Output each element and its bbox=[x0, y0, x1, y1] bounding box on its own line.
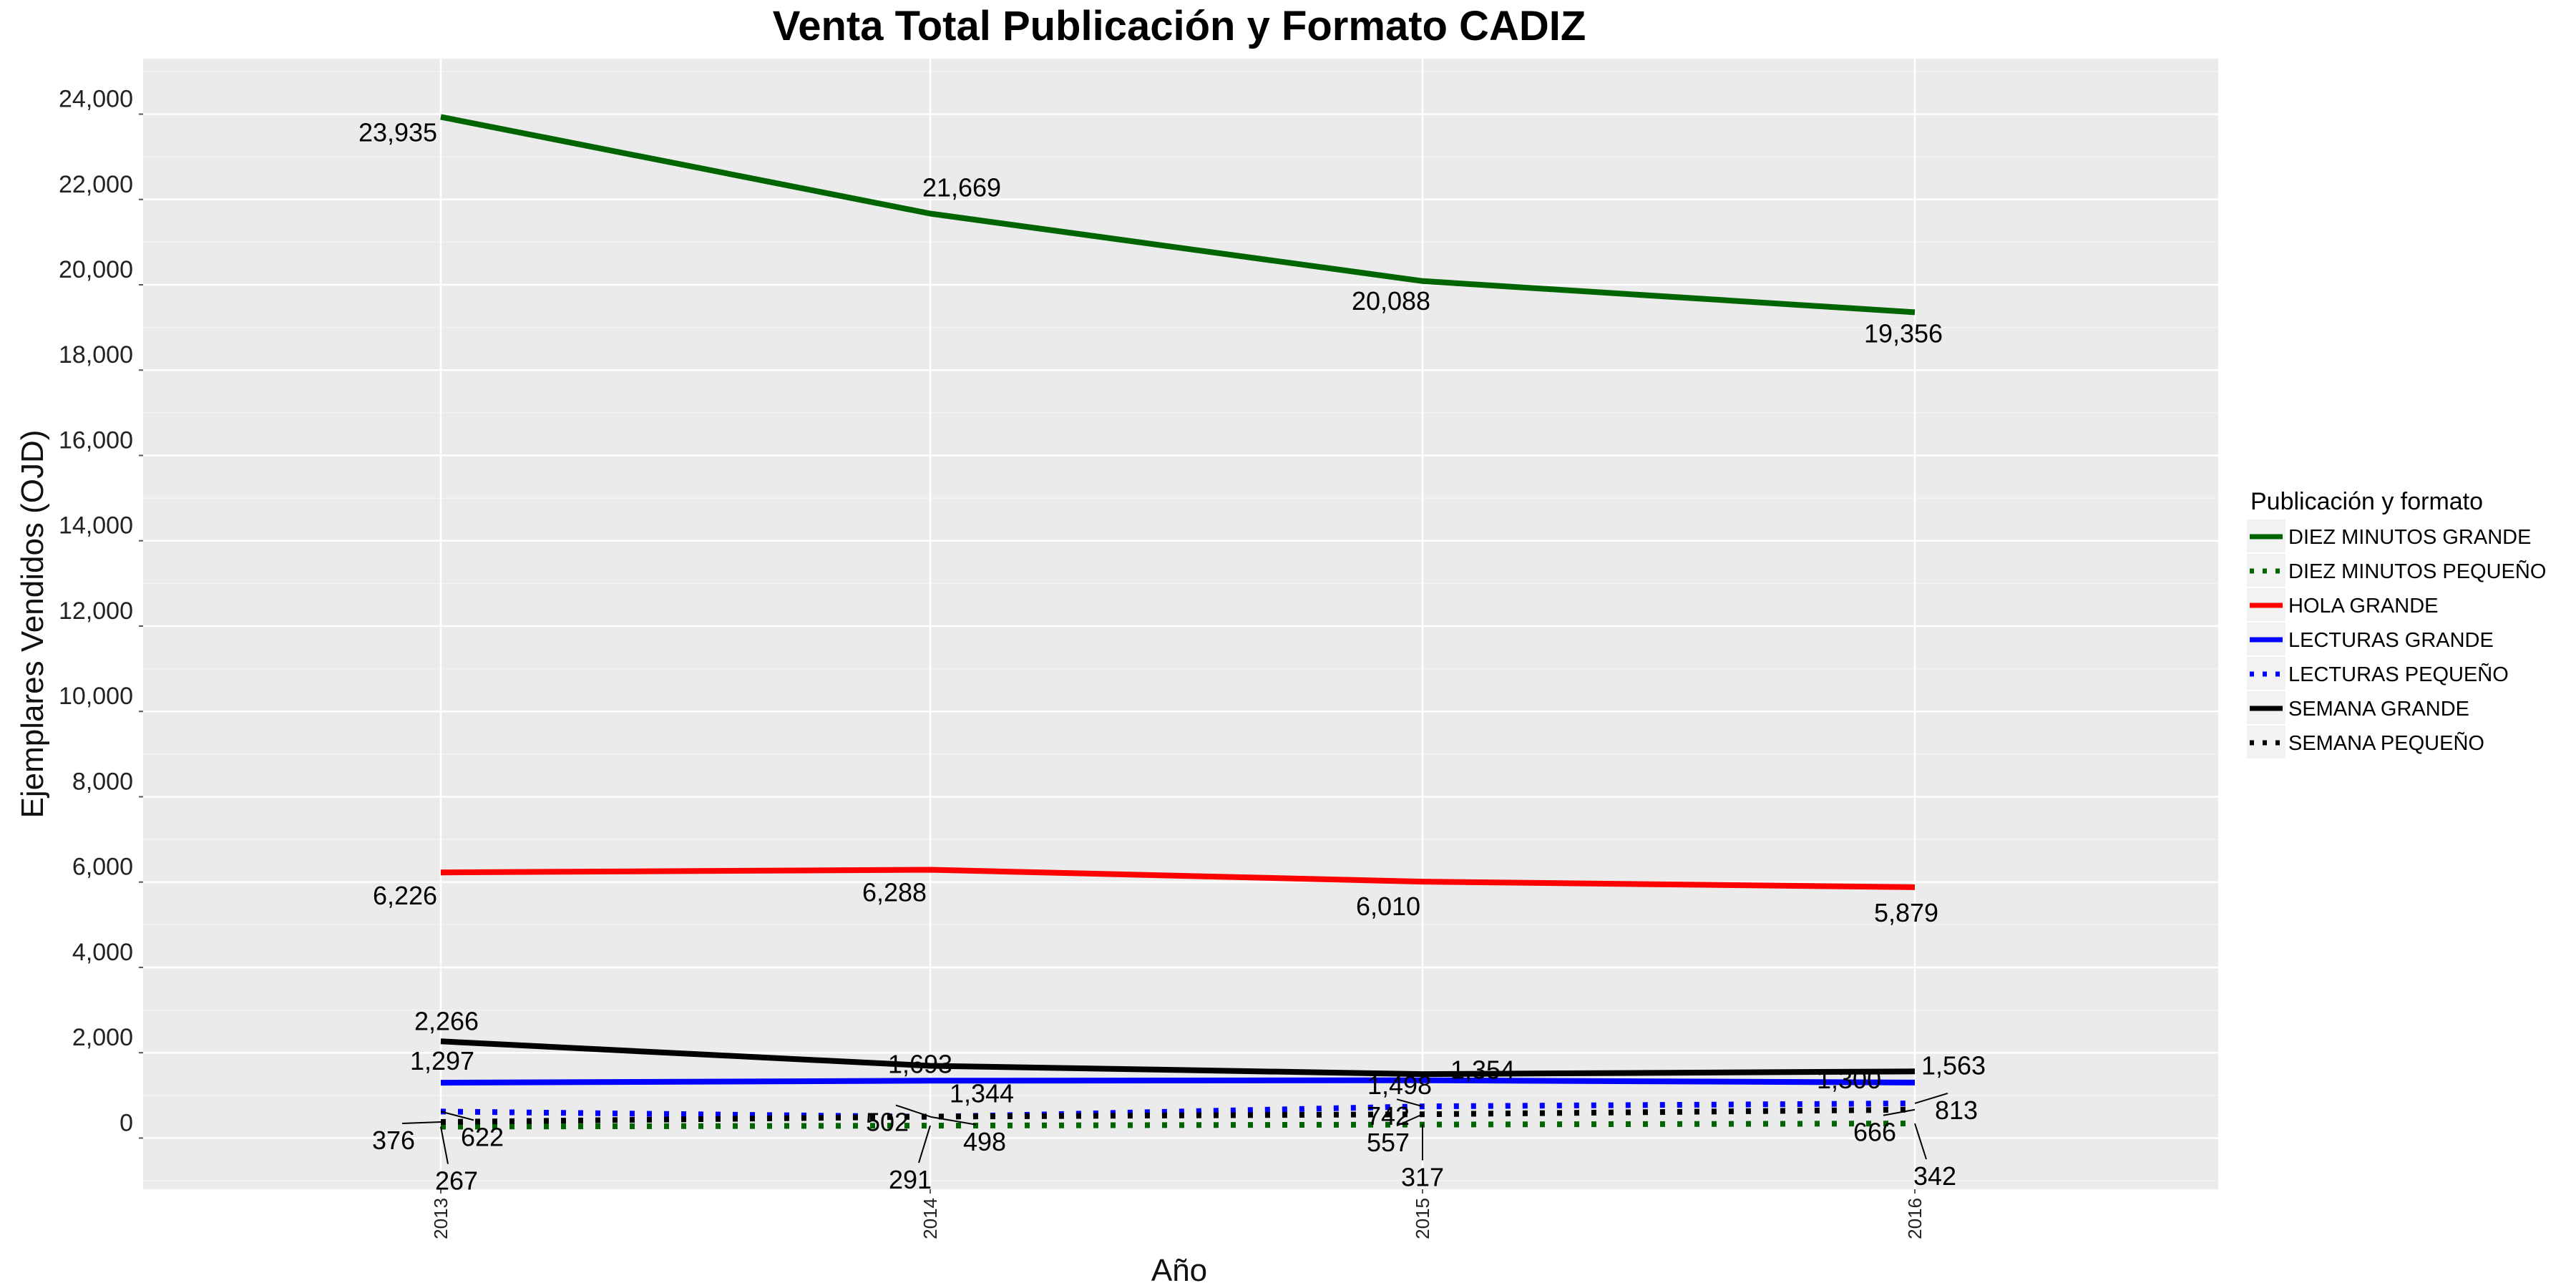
x-tick-label: 2016 bbox=[1904, 1198, 1926, 1239]
data-label: 23,935 bbox=[358, 117, 437, 147]
y-axis-title: Ejemplares Vendidos (OJD) bbox=[15, 430, 50, 819]
label-leaders bbox=[401, 1093, 1948, 1164]
data-label: 1,300 bbox=[1817, 1065, 1881, 1094]
data-label: 376 bbox=[372, 1126, 415, 1155]
x-tick-label: 2015 bbox=[1412, 1198, 1433, 1239]
legend: Publicación y formato DIEZ MINUTOS GRAND… bbox=[2247, 488, 2546, 758]
legend-entry-label: SEMANA GRANDE bbox=[2288, 698, 2469, 721]
y-tick-label: 12,000 bbox=[59, 597, 133, 625]
label-leader-line bbox=[918, 1125, 931, 1163]
axes: 0 2,000 4,000 6,000 8,000 10,000 12,000 14,000 1… bbox=[59, 86, 1926, 1239]
data-label: 557 bbox=[1367, 1128, 1410, 1157]
label-leader-line bbox=[440, 1111, 474, 1121]
data-label: 5,879 bbox=[1874, 898, 1938, 927]
y-tick-label: 8,000 bbox=[72, 768, 133, 795]
legend-entry-label: LECTURAS PEQUEÑO bbox=[2288, 662, 2509, 686]
data-label: 2,266 bbox=[414, 1006, 479, 1035]
y-tick-label: 0 bbox=[119, 1109, 133, 1136]
label-leader-line bbox=[440, 1126, 449, 1164]
data-label: 1,498 bbox=[1367, 1070, 1432, 1100]
data-label: 6,226 bbox=[373, 881, 437, 910]
data-label: 1,344 bbox=[950, 1078, 1014, 1108]
grid-lines bbox=[143, 59, 2218, 1189]
legend-entry-label: DIEZ MINUTOS PEQUEÑO bbox=[2288, 559, 2546, 583]
data-label: 20,088 bbox=[1352, 286, 1430, 316]
y-tick-label: 20,000 bbox=[59, 256, 133, 283]
series-line-diez-minutos-pequeno bbox=[440, 1121, 1916, 1130]
data-label: 1,563 bbox=[1921, 1050, 1986, 1080]
data-label: 267 bbox=[435, 1166, 478, 1196]
data-label: 742 bbox=[1367, 1101, 1410, 1131]
data-label: 291 bbox=[889, 1165, 932, 1194]
series-line-semana-grande bbox=[440, 1038, 1916, 1078]
data-label: 6,288 bbox=[862, 878, 927, 907]
data-label: 317 bbox=[1401, 1163, 1444, 1192]
y-tick-label: 24,000 bbox=[59, 86, 133, 113]
series-line-semana-pequeno bbox=[440, 1106, 1916, 1125]
y-tick-label: 18,000 bbox=[59, 341, 133, 369]
data-label: 1,693 bbox=[888, 1050, 952, 1079]
data-label: 622 bbox=[461, 1122, 504, 1151]
data-label: 6,010 bbox=[1356, 892, 1420, 921]
x-tick-label: 2013 bbox=[430, 1198, 452, 1239]
series-line-diez-minutos-grande bbox=[440, 114, 1916, 316]
x-axis-title: Año bbox=[1151, 1253, 1207, 1288]
series-line-lecturas-grande bbox=[440, 1077, 1916, 1086]
legend-items: DIEZ MINUTOS GRANDE DIEZ MINUTOS PEQUEÑO H… bbox=[2247, 519, 2546, 758]
series-line-lecturas-pequeno bbox=[440, 1101, 1916, 1120]
y-tick-label: 4,000 bbox=[72, 939, 133, 966]
legend-entry-label: SEMANA PEQUEÑO bbox=[2288, 731, 2484, 755]
y-tick-label: 2,000 bbox=[72, 1024, 133, 1051]
data-label: 19,356 bbox=[1864, 318, 1943, 348]
label-leader-line bbox=[401, 1121, 441, 1125]
label-leader-line bbox=[1396, 1098, 1423, 1108]
data-label: 498 bbox=[963, 1127, 1006, 1156]
label-leader-line bbox=[1914, 1123, 1927, 1160]
label-leader-line bbox=[930, 1116, 977, 1126]
data-label: 666 bbox=[1853, 1118, 1896, 1147]
data-label: 502 bbox=[866, 1108, 909, 1137]
y-tick-label: 14,000 bbox=[59, 512, 133, 540]
label-leader-line bbox=[1883, 1108, 1916, 1116]
series-line-hola-grande bbox=[440, 867, 1916, 890]
data-label: 342 bbox=[1913, 1161, 1956, 1191]
data-label: 813 bbox=[1935, 1096, 1978, 1125]
legend-entry-label: HOLA GRANDE bbox=[2288, 595, 2439, 618]
x-tick-label: 2014 bbox=[919, 1198, 941, 1239]
legend-entry-label: LECTURAS GRANDE bbox=[2288, 629, 2494, 652]
legend-entry-label: DIEZ MINUTOS GRANDE bbox=[2288, 526, 2531, 549]
label-leader-line bbox=[1396, 1113, 1423, 1127]
data-label: 1,297 bbox=[410, 1046, 474, 1075]
label-leader-line bbox=[895, 1104, 931, 1118]
legend-title: Publicación y formato bbox=[2250, 488, 2483, 515]
data-labels: 23,935 21,669 20,088 19,356 267 291 317 342 6,22… bbox=[358, 117, 1986, 1195]
data-label: 1,354 bbox=[1450, 1055, 1515, 1085]
series-lines bbox=[440, 114, 1916, 1130]
label-leader-line bbox=[1914, 1093, 1948, 1104]
y-tick-label: 22,000 bbox=[59, 171, 133, 198]
y-tick-label: 6,000 bbox=[72, 854, 133, 881]
y-tick-label: 10,000 bbox=[59, 683, 133, 710]
y-tick-label: 16,000 bbox=[59, 426, 133, 454]
data-label: 21,669 bbox=[922, 172, 1001, 202]
chart-title: Venta Total Publicación y Formato CADIZ bbox=[773, 3, 1586, 49]
